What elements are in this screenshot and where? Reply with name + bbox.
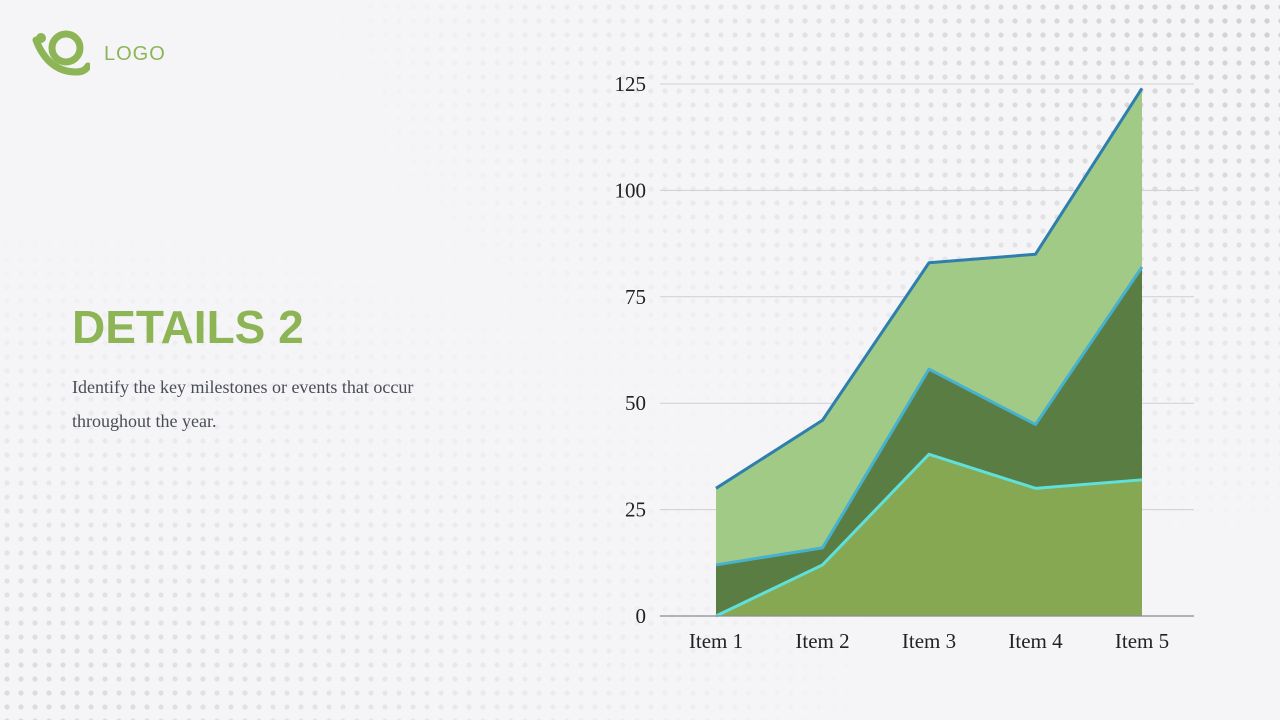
x-tick-label-4: Item 4 <box>1008 629 1063 653</box>
x-tick-label-2: Item 2 <box>795 629 849 653</box>
y-tick-label-50: 50 <box>625 391 646 415</box>
y-tick-label-75: 75 <box>625 285 646 309</box>
y-tick-label-0: 0 <box>636 604 647 628</box>
area-chart: 0 25 50 75 100 125 Item 1 Item 2 Item 3 Item 4 Ite… <box>615 72 1194 653</box>
line-series-2 <box>715 266 1144 567</box>
slide-title: DETAILS 2 <box>72 301 304 353</box>
line-series-1 <box>715 452 1143 618</box>
x-tick-label-1: Item 1 <box>689 629 743 653</box>
area-series-2 <box>716 267 1142 616</box>
slide-description: Identify the key milestones or events th… <box>72 377 414 431</box>
area-series-1 <box>716 454 1142 616</box>
area-series-3 <box>716 88 1142 565</box>
logo-text: LOGO <box>104 42 166 65</box>
x-tick-label-5: Item 5 <box>1115 629 1169 653</box>
y-tick-label-125: 125 <box>615 72 647 96</box>
x-tick-label-3: Item 3 <box>902 629 956 653</box>
y-tick-label-100: 100 <box>615 178 647 202</box>
logo: LOGO <box>32 26 166 82</box>
line-series-3 <box>715 87 1144 490</box>
y-tick-label-25: 25 <box>625 498 646 522</box>
logo-swirl-icon <box>32 30 90 76</box>
